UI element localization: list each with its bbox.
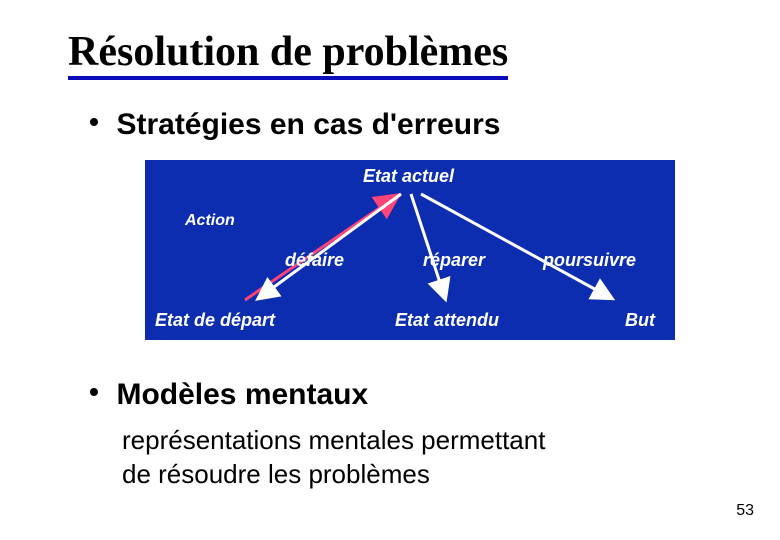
label-defaire: défaire	[285, 250, 344, 271]
label-etat-attendu: Etat attendu	[395, 310, 499, 331]
subtext-line-1: représentations mentales permettant	[122, 424, 545, 457]
label-poursuivre: poursuivre	[543, 250, 636, 271]
bullet-text: Modèles mentaux	[116, 378, 368, 411]
branch-defaire	[259, 194, 401, 298]
slide-title: Résolution de problèmes	[68, 30, 508, 80]
bullet-dot-icon	[90, 388, 98, 396]
label-but: But	[625, 310, 655, 331]
error-strategy-diagram: Etat actuel Action défaire réparer pours…	[145, 160, 675, 340]
label-reparer: réparer	[423, 250, 485, 271]
slide: Résolution de problèmes Stratégies en ca…	[0, 0, 780, 540]
label-action: Action	[185, 212, 235, 230]
label-etat-actuel: Etat actuel	[363, 166, 454, 187]
bullet-text: Stratégies en cas d'erreurs	[116, 108, 500, 141]
bullet-strategies: Stratégies en cas d'erreurs	[90, 108, 500, 142]
page-number: 53	[736, 502, 754, 520]
subtext-line-2: de résoudre les problèmes	[122, 458, 430, 491]
branch-reparer	[411, 194, 445, 298]
branch-poursuivre	[421, 194, 611, 298]
bullet-modeles: Modèles mentaux	[90, 378, 368, 412]
label-etat-depart: Etat de départ	[155, 310, 275, 331]
action-arrow	[245, 196, 397, 300]
bullet-dot-icon	[90, 118, 98, 126]
